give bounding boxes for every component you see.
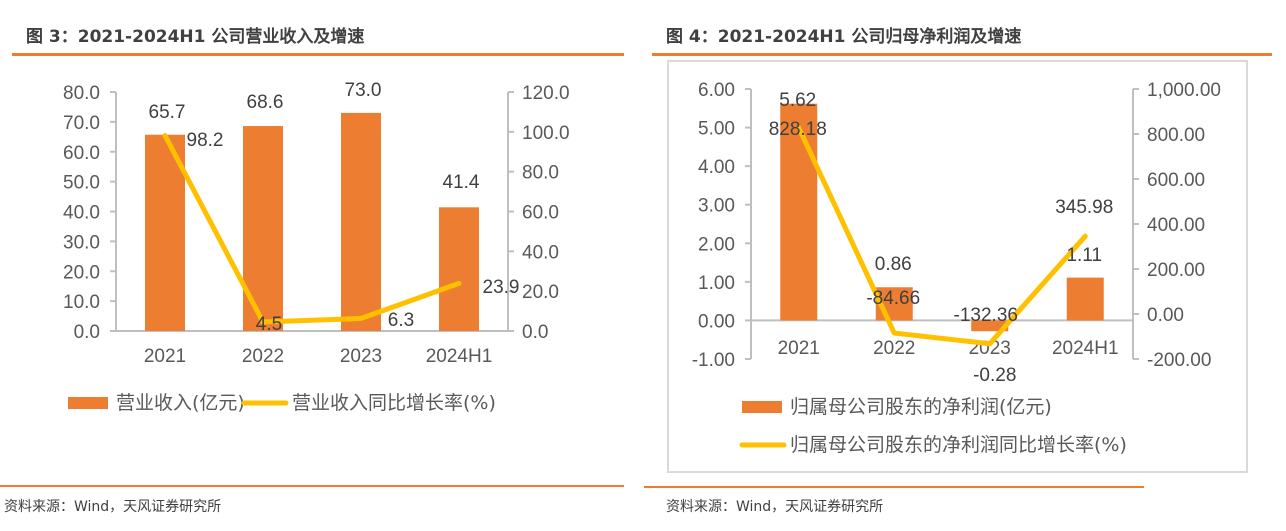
net-profit-growth-line (796, 125, 1088, 347)
net-profit-bar-data-label: 0.86 (875, 254, 912, 275)
figure-3-source: 资料来源：Wind，天风证券研究所 (4, 499, 222, 515)
revenue-left-axis-tick-label: 10.0 (63, 292, 100, 313)
revenue-bar-data-label: 41.4 (443, 172, 480, 193)
revenue-right-axis-tick-label: 20.0 (522, 282, 559, 303)
net-profit-left-axis-tick-label: 2.00 (698, 234, 735, 255)
revenue-left-axis-tick-label: 40.0 (63, 203, 100, 224)
figure-4-title: 图 4：2021-2024H1 公司归母净利润及增速 (666, 27, 1022, 47)
revenue-line-data-label: 98.2 (187, 130, 224, 151)
net-profit-right-axis-tick-label: -200.00 (1147, 350, 1211, 371)
revenue-left-axis-tick-label: 80.0 (63, 83, 100, 104)
revenue-legend-label: 营业收入同比增长率(%) (292, 392, 496, 414)
net-profit-legend-label: 归属母公司股东的净利润(亿元) (790, 396, 1052, 418)
net-profit-left-axis-tick-label: 3.00 (698, 196, 735, 217)
revenue-category-label: 2022 (242, 346, 284, 367)
net-profit-bar-2024H1 (1066, 277, 1104, 321)
revenue-left-axis-tick-label: 30.0 (63, 232, 100, 253)
net-profit-category-label: 2022 (873, 338, 915, 359)
net-profit-line-data-label: 828.18 (769, 119, 827, 140)
revenue-right-axis-tick-label: 80.0 (522, 163, 559, 184)
revenue-right-axis-tick-label: 40.0 (522, 242, 559, 263)
net-profit-category-label: 2021 (778, 338, 820, 359)
revenue-chart: 0.0 10.0 20.0 30.0 40.0 50.0 60.0 70.0 80.0 0.0 20… (63, 80, 570, 414)
net-profit-right-axis-tick-label: 1,000.00 (1147, 80, 1221, 101)
net-profit-left-axis-tick-label: 0.00 (698, 311, 735, 332)
figure-4-source: 资料来源：Wind，天风证券研究所 (666, 499, 884, 515)
revenue-left-axis-tick-label: 20.0 (63, 262, 100, 283)
revenue-growth-line (162, 132, 462, 325)
revenue-line-data-label: 23.9 (483, 277, 520, 298)
revenue-bar-data-label: 73.0 (345, 80, 382, 101)
net-profit-left-axis-tick-label: -1.00 (692, 350, 735, 371)
net-profit-left-axis-tick-label: 4.00 (698, 157, 735, 178)
net-profit-bar-2021 (780, 103, 818, 321)
figure-4-panel: 图 4：2021-2024H1 公司归母净利润及增速 -1.00 0.00 1.00… (640, 0, 1286, 531)
net-profit-bar-2023 (971, 320, 1009, 332)
figure-4-source-rule (644, 486, 1144, 488)
revenue-legend-bar-swatch (68, 397, 108, 409)
net-profit-bar-data-label: -0.28 (973, 365, 1016, 386)
revenue-legend-label: 营业收入(亿元) (116, 392, 245, 414)
revenue-bar-data-label: 68.6 (247, 92, 284, 113)
net-profit-chart: -1.00 0.00 1.00 2.00 3.00 4.00 5.00 6.00 -200.00… (692, 80, 1221, 456)
revenue-left-axis-tick-label: 0.0 (74, 322, 100, 343)
net-profit-right-axis-tick-label: 600.00 (1147, 170, 1205, 191)
net-profit-left-axis-tick-label: 5.00 (698, 119, 735, 140)
revenue-bar-2024H1 (439, 207, 479, 331)
figure-3-title-rule (12, 53, 624, 56)
net-profit-legend-label: 归属母公司股东的净利润同比增长率(%) (790, 434, 1127, 456)
revenue-category-label: 2021 (144, 346, 186, 367)
figure-4-chart-frame (667, 60, 1248, 473)
figure-4-title-rule (652, 53, 1272, 56)
revenue-right-axis-tick-label: 100.0 (522, 123, 570, 144)
net-profit-right-axis-tick-label: 400.00 (1147, 215, 1205, 236)
revenue-left-axis-tick-label: 50.0 (63, 173, 100, 194)
revenue-line-data-label: 6.3 (388, 310, 414, 331)
figure-3-source-rule (0, 485, 624, 487)
net-profit-right-axis-tick-label: 800.00 (1147, 125, 1205, 146)
net-profit-line-data-label: -84.66 (866, 288, 920, 309)
revenue-bar-2023 (341, 112, 381, 331)
revenue-bar-2021 (145, 134, 185, 331)
revenue-right-axis-tick-label: 60.0 (522, 203, 559, 224)
revenue-right-axis-tick-label: 120.0 (522, 83, 570, 104)
net-profit-right-axis-tick-label: 200.00 (1147, 260, 1205, 281)
net-profit-right-axis-tick-label: 0.00 (1147, 305, 1184, 326)
net-profit-bar-data-label: 1.11 (1066, 245, 1102, 266)
net-profit-line-data-label: 345.98 (1055, 197, 1113, 218)
net-profit-left-axis-tick-label: 1.00 (698, 273, 735, 294)
figure-3-panel: 图 3：2021-2024H1 公司营业收入及增速 0.0 10.0 20.0 30.… (0, 0, 640, 531)
revenue-left-axis-tick-label: 60.0 (63, 143, 100, 164)
net-profit-line-data-label: -132.36 (954, 305, 1018, 326)
revenue-bar-data-label: 65.7 (149, 102, 186, 123)
net-profit-legend-bar-swatch (742, 401, 782, 413)
revenue-category-label: 2024H1 (426, 346, 493, 367)
revenue-category-label: 2023 (340, 346, 382, 367)
figure-3-title: 图 3：2021-2024H1 公司营业收入及增速 (26, 27, 365, 47)
net-profit-bar-data-label: 5.62 (779, 90, 816, 111)
revenue-left-axis-tick-label: 70.0 (63, 113, 100, 134)
revenue-line-data-label: 4.5 (256, 314, 282, 335)
net-profit-left-axis-tick-label: 6.00 (698, 80, 735, 101)
revenue-right-axis-tick-label: 0.0 (522, 322, 548, 343)
net-profit-category-label: 2024H1 (1052, 338, 1119, 359)
